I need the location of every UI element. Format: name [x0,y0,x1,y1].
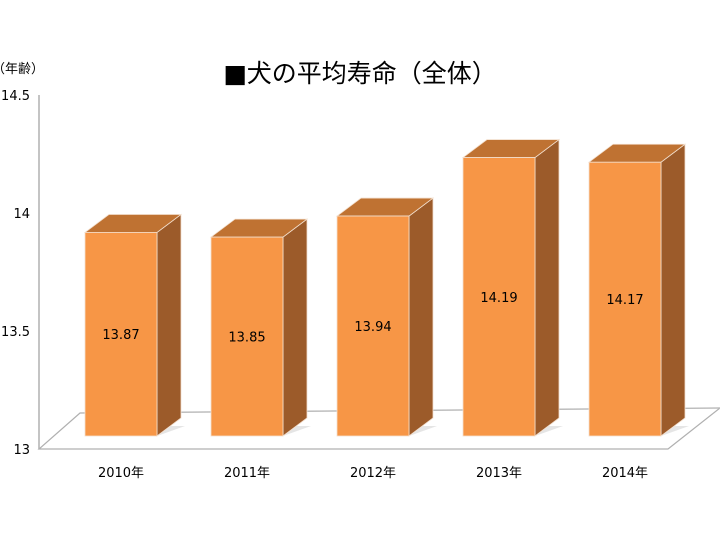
bar-side [282,218,308,437]
bar-side [156,213,182,437]
bar-side [408,197,434,437]
bar-front [336,215,410,437]
bar-side [534,138,560,437]
floor [37,407,720,450]
x-tick-label: 2011年 [224,466,270,481]
y-tick-label: 14.5 [1,89,30,104]
chart-title: ■犬の平均寿命（全体） [223,59,497,88]
x-tick-label: 2013年 [476,466,522,481]
y-tick-label: 14 [13,207,30,222]
data-label: 13.87 [102,328,139,343]
data-label: 14.19 [480,291,517,306]
bar-front [210,236,284,437]
bar-front [462,157,536,437]
y-tick-label: 13 [13,443,30,458]
x-tick-label: 2012年 [350,466,396,481]
bar-front [84,232,158,437]
data-label: 14.17 [606,293,643,308]
x-tick-label: 2010年 [98,466,144,481]
bar-front [588,161,662,437]
bar-side [660,143,686,437]
data-label: 13.94 [354,320,391,335]
data-label: 13.85 [228,331,265,346]
y-axis-label: （年齢） [0,62,44,77]
y-tick-label: 13.5 [1,325,30,340]
x-tick-label: 2014年 [602,466,648,481]
